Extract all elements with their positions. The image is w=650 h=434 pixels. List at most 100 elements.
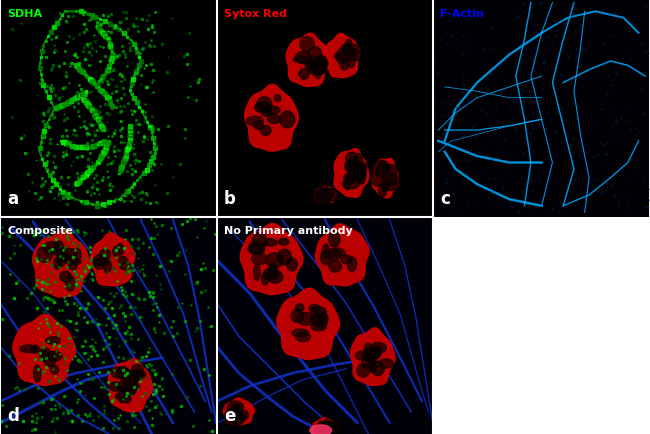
Polygon shape: [294, 56, 307, 62]
Polygon shape: [328, 420, 339, 434]
Polygon shape: [320, 313, 328, 323]
Polygon shape: [46, 351, 62, 361]
Polygon shape: [344, 176, 350, 190]
Polygon shape: [300, 36, 315, 52]
Polygon shape: [231, 412, 245, 424]
Polygon shape: [63, 248, 77, 259]
Polygon shape: [246, 116, 264, 126]
Polygon shape: [121, 368, 131, 384]
Polygon shape: [254, 121, 263, 129]
Polygon shape: [318, 424, 325, 434]
Polygon shape: [120, 263, 133, 270]
Polygon shape: [310, 315, 324, 324]
Polygon shape: [314, 186, 336, 204]
Polygon shape: [369, 363, 377, 373]
Polygon shape: [265, 106, 280, 114]
Polygon shape: [116, 367, 129, 378]
Polygon shape: [364, 343, 372, 357]
Polygon shape: [378, 359, 394, 368]
Polygon shape: [317, 424, 326, 434]
Polygon shape: [315, 67, 321, 79]
Polygon shape: [118, 386, 125, 403]
Polygon shape: [346, 164, 354, 172]
Polygon shape: [372, 362, 384, 376]
Polygon shape: [129, 370, 138, 385]
Polygon shape: [353, 167, 360, 181]
Polygon shape: [61, 253, 72, 263]
Polygon shape: [354, 153, 363, 169]
Polygon shape: [308, 46, 322, 62]
Polygon shape: [313, 66, 327, 74]
Polygon shape: [344, 48, 358, 55]
Polygon shape: [34, 365, 41, 382]
Polygon shape: [334, 53, 347, 60]
Polygon shape: [315, 55, 327, 69]
Polygon shape: [123, 382, 140, 390]
Polygon shape: [117, 243, 124, 255]
Polygon shape: [103, 259, 111, 273]
Polygon shape: [54, 241, 64, 257]
Polygon shape: [99, 249, 111, 259]
Polygon shape: [31, 345, 39, 353]
Polygon shape: [277, 288, 339, 359]
Polygon shape: [388, 174, 400, 184]
Polygon shape: [348, 158, 359, 169]
Polygon shape: [254, 264, 260, 281]
Polygon shape: [287, 258, 298, 271]
Polygon shape: [249, 241, 263, 253]
Polygon shape: [90, 233, 135, 286]
Polygon shape: [350, 328, 395, 385]
Polygon shape: [122, 395, 131, 403]
Polygon shape: [387, 173, 397, 185]
Polygon shape: [116, 392, 130, 401]
Polygon shape: [268, 271, 283, 283]
Polygon shape: [329, 231, 340, 247]
Polygon shape: [341, 255, 352, 264]
Polygon shape: [324, 193, 341, 201]
Polygon shape: [326, 422, 341, 434]
Polygon shape: [354, 167, 365, 181]
Polygon shape: [309, 305, 320, 312]
Polygon shape: [240, 411, 248, 420]
Polygon shape: [317, 421, 326, 434]
Polygon shape: [311, 418, 339, 434]
Polygon shape: [346, 52, 356, 68]
Polygon shape: [328, 188, 335, 196]
Polygon shape: [363, 348, 379, 362]
Text: No Primary antibody: No Primary antibody: [224, 226, 352, 236]
Polygon shape: [343, 180, 359, 189]
Polygon shape: [341, 58, 348, 70]
Polygon shape: [109, 358, 153, 411]
Polygon shape: [329, 260, 341, 272]
Polygon shape: [57, 254, 66, 262]
Polygon shape: [378, 162, 386, 172]
Polygon shape: [248, 243, 265, 254]
Polygon shape: [324, 425, 337, 434]
Polygon shape: [296, 51, 311, 64]
Polygon shape: [291, 309, 304, 323]
Polygon shape: [344, 173, 356, 184]
Polygon shape: [347, 257, 357, 271]
Polygon shape: [68, 262, 77, 270]
Polygon shape: [255, 102, 272, 113]
Text: b: b: [224, 190, 236, 208]
Polygon shape: [320, 250, 331, 265]
Polygon shape: [341, 44, 352, 53]
Polygon shape: [306, 56, 320, 71]
Polygon shape: [66, 276, 75, 291]
Polygon shape: [57, 249, 66, 266]
Polygon shape: [318, 194, 328, 203]
Polygon shape: [230, 405, 240, 419]
Polygon shape: [280, 111, 294, 128]
Polygon shape: [348, 167, 356, 180]
Polygon shape: [320, 181, 327, 198]
Polygon shape: [315, 194, 329, 206]
Polygon shape: [51, 365, 58, 374]
Polygon shape: [308, 60, 322, 75]
Polygon shape: [110, 382, 120, 391]
Polygon shape: [328, 248, 345, 258]
Polygon shape: [357, 364, 370, 377]
Polygon shape: [385, 179, 398, 191]
Polygon shape: [344, 161, 359, 171]
Polygon shape: [263, 268, 275, 280]
